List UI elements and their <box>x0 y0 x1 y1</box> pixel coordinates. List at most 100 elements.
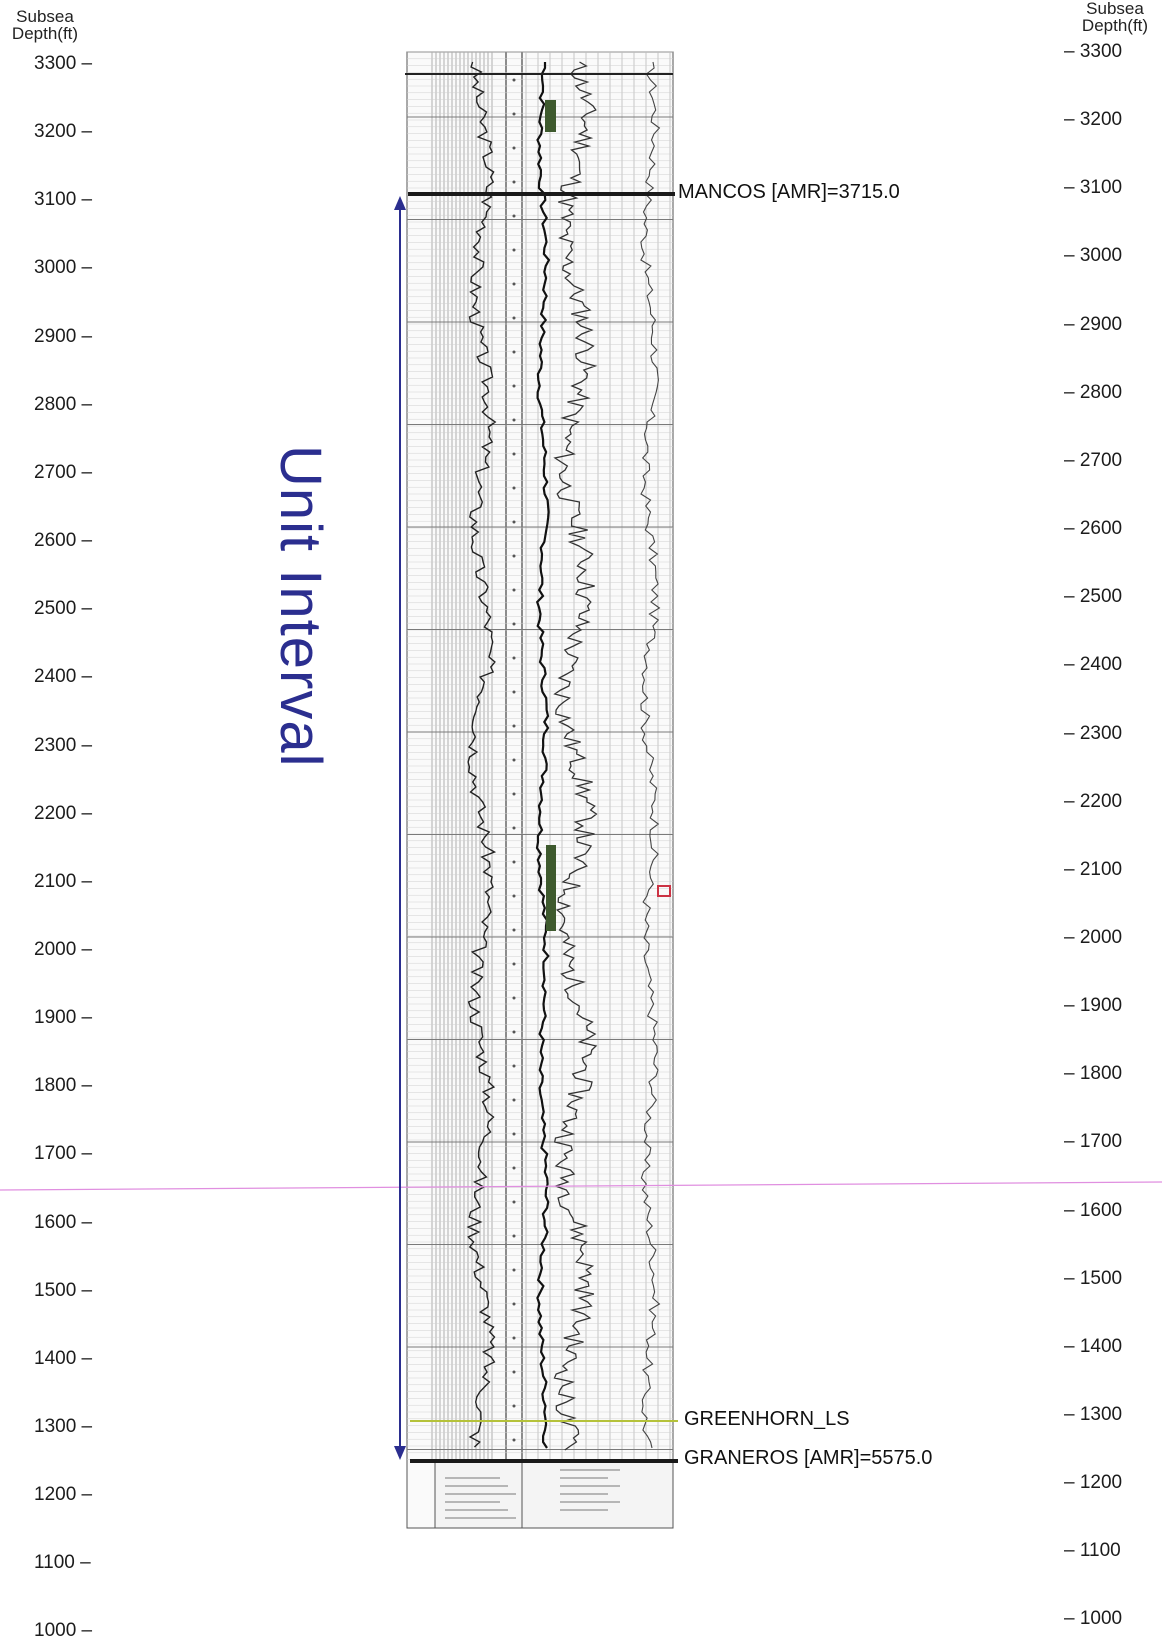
right-depth-tick: – 1800 <box>1064 1063 1123 1085</box>
depth-tick-dot <box>512 112 516 116</box>
log-footer-box <box>434 1461 674 1529</box>
right-depth-tick: – 1500 <box>1064 1267 1123 1289</box>
left-depth-tick: 2200 – <box>34 802 93 824</box>
core-sample-bar-top <box>545 100 556 132</box>
depth-tick-dot <box>512 1370 516 1374</box>
depth-tick-dot <box>512 452 516 456</box>
depth-tick-dot <box>512 996 516 1000</box>
depth-tick-dot <box>512 1438 516 1442</box>
depth-tick-dot <box>512 282 516 286</box>
gamma-ray-curve <box>466 61 497 1448</box>
depth-tick-dot <box>512 248 516 252</box>
depth-tick-dot <box>512 1336 516 1340</box>
depth-tick-dot <box>512 520 516 524</box>
depth-tick-dot <box>512 1404 516 1408</box>
depth-tick-dot <box>512 1268 516 1272</box>
left-depth-tick: 1700 – <box>34 1143 93 1165</box>
depth-tick-dot <box>512 792 516 796</box>
interval-arrow-head-bottom <box>394 1446 406 1460</box>
left-depth-tick: 1200 – <box>34 1484 93 1506</box>
left-depth-tick: 2800 – <box>34 393 93 415</box>
left-axis-title: Subsea Depth(ft) <box>6 8 84 42</box>
left-depth-tick: 2100 – <box>34 870 93 892</box>
left-depth-tick: 2000 – <box>34 938 93 960</box>
right-depth-tick: – 1200 <box>1064 1472 1123 1494</box>
greenhorn-label: GREENHORN_LS <box>684 1408 850 1430</box>
right-axis-title-line1: Subsea <box>1086 0 1144 18</box>
left-depth-tick: 2300 – <box>34 734 93 756</box>
left-depth-tick: 1400 – <box>34 1347 93 1369</box>
left-axis-title-line1: Subsea <box>16 7 74 26</box>
left-depth-tick: 2500 – <box>34 598 93 620</box>
depth-tick-dot <box>512 1098 516 1102</box>
left-depth-tick: 2600 – <box>34 530 93 552</box>
depth-tick-dot <box>512 1234 516 1238</box>
depth-tick-dot <box>512 622 516 626</box>
right-depth-tick: – 3100 <box>1064 177 1123 199</box>
left-depth-tick: 2900 – <box>34 325 93 347</box>
right-depth-tick: – 3200 <box>1064 109 1123 131</box>
graneros-label: GRANEROS [AMR]=5575.0 <box>684 1447 933 1469</box>
depth-tick-dot <box>512 928 516 932</box>
right-depth-tick: – 2800 <box>1064 381 1123 403</box>
right-depth-tick: – 1100 <box>1064 1540 1121 1562</box>
left-depth-tick: 1600 – <box>34 1211 93 1233</box>
unit-interval-label: Unit Interval <box>268 445 333 768</box>
depth-tick-dot <box>512 418 516 422</box>
right-axis-title-line2: Depth(ft) <box>1081 16 1149 35</box>
left-depth-tick: 1000 – <box>34 1620 93 1641</box>
depth-tick-dot <box>512 1302 516 1306</box>
sample-point-marker <box>657 885 671 897</box>
left-depth-tick: 1800 – <box>34 1075 93 1097</box>
depth-tick-dot <box>512 384 516 388</box>
depth-tick-dot <box>512 724 516 728</box>
formation-markers <box>0 73 1162 1463</box>
right-depth-tick: – 2100 <box>1064 858 1123 880</box>
right-depth-tick: – 3000 <box>1064 245 1123 267</box>
resistivity-deep-curve <box>535 62 551 1449</box>
right-depth-tick: – 1000 <box>1064 1608 1123 1630</box>
right-depth-tick: – 1700 <box>1064 1131 1123 1153</box>
depth-tick-dot <box>512 180 516 184</box>
right-axis-title: Subsea Depth(ft) <box>1068 0 1162 34</box>
depth-tick-dot <box>512 350 516 354</box>
right-depth-tick: – 1400 <box>1064 1335 1123 1357</box>
right-depth-tick: – 2700 <box>1064 449 1123 471</box>
right-depth-tick: – 3300 <box>1064 41 1123 62</box>
depth-tick-dot <box>512 1030 516 1034</box>
right-depth-tick: – 2200 <box>1064 790 1123 812</box>
left-depth-tick: 2700 – <box>34 461 93 483</box>
mancos-label: MANCOS [AMR]=3715.0 <box>678 181 900 203</box>
depth-tick-dot <box>512 758 516 762</box>
left-depth-tick: 1300 – <box>34 1416 93 1437</box>
right-depth-tick: – 1300 <box>1064 1404 1123 1425</box>
left-depth-tick: 1100 – <box>34 1552 91 1574</box>
depth-tick-dot <box>512 690 516 694</box>
reference-pink-line <box>0 1181 1162 1191</box>
interval-arrow-head-top <box>394 196 406 210</box>
depth-tick-dot <box>512 1166 516 1170</box>
left-depth-tick: 2400 – <box>34 666 93 688</box>
right-depth-tick: – 2500 <box>1064 586 1123 608</box>
left-depth-tick: 1500 – <box>34 1279 93 1301</box>
depth-tick-dot <box>512 554 516 558</box>
depth-tick-dot <box>512 860 516 864</box>
right-depth-tick: – 2600 <box>1064 518 1123 540</box>
depth-tick-dot <box>512 78 516 82</box>
right-depth-tick: – 2000 <box>1064 926 1123 948</box>
core-sample-bar <box>546 845 556 931</box>
right-depth-tick: – 1600 <box>1064 1199 1123 1221</box>
right-depth-tick: – 2900 <box>1064 313 1123 335</box>
right-depth-tick: – 2300 <box>1064 722 1123 744</box>
depth-tick-dot <box>512 1200 516 1204</box>
depth-tick-dot <box>512 588 516 592</box>
depth-tick-dot <box>512 316 516 320</box>
depth-tick-dot <box>512 214 516 218</box>
log-curves <box>466 61 671 1451</box>
depth-tick-dot <box>512 486 516 490</box>
depth-tick-dot <box>512 894 516 898</box>
left-depth-tick: 1900 – <box>34 1007 93 1029</box>
depth-tick-dot <box>512 146 516 150</box>
depth-tick-dot <box>512 656 516 660</box>
